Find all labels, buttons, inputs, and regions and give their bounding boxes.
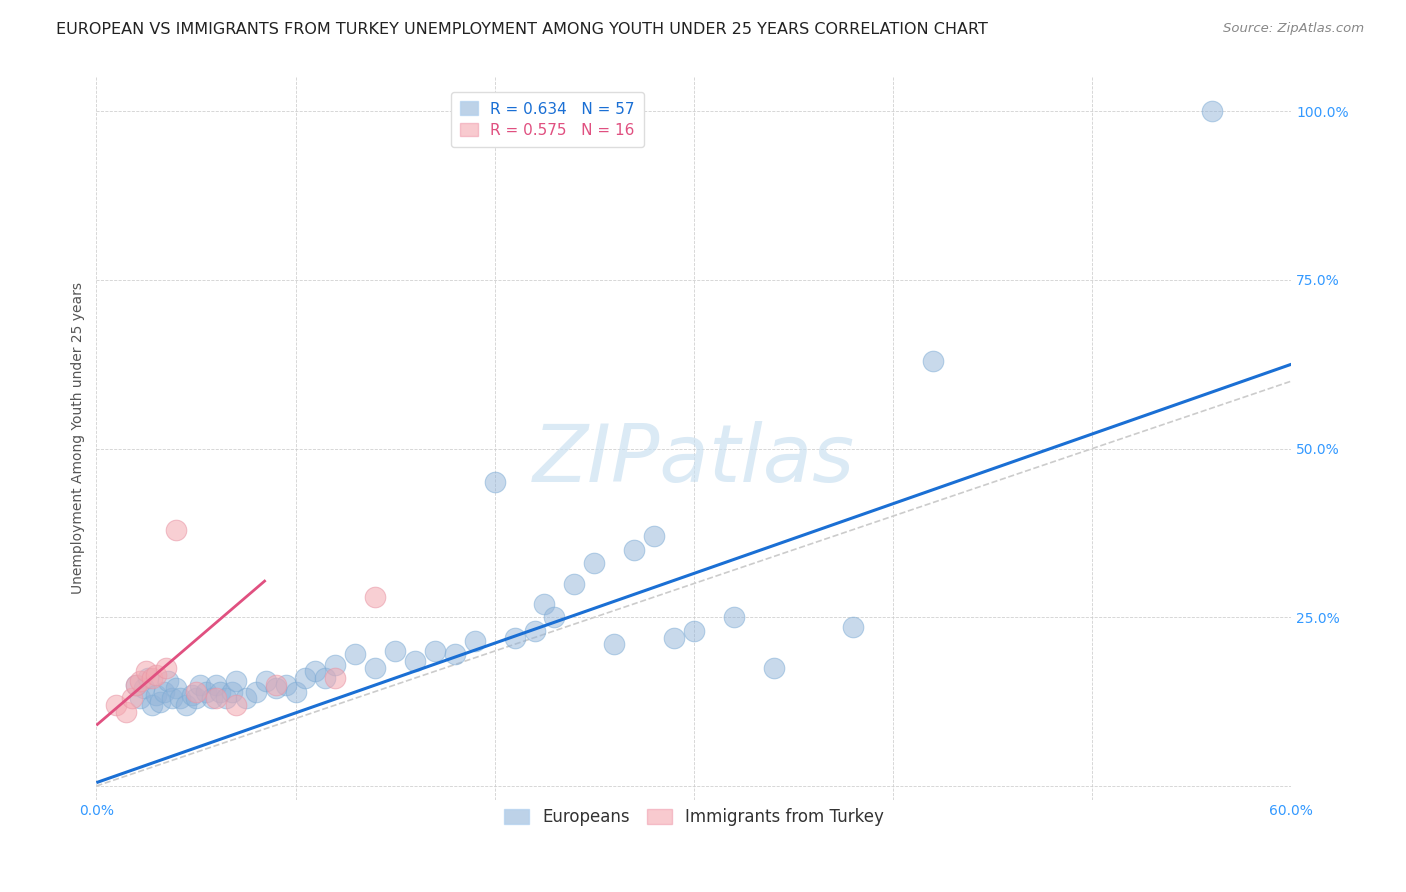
Point	[125, 678, 148, 692]
Point	[643, 529, 665, 543]
Point	[314, 671, 336, 685]
Point	[274, 678, 297, 692]
Point	[165, 681, 187, 695]
Point	[184, 691, 207, 706]
Point	[762, 661, 785, 675]
Point	[384, 644, 406, 658]
Point	[141, 698, 163, 712]
Point	[129, 691, 152, 706]
Point	[723, 610, 745, 624]
Point	[842, 620, 865, 634]
Point	[364, 661, 387, 675]
Point	[682, 624, 704, 638]
Point	[294, 671, 316, 685]
Point	[160, 691, 183, 706]
Point	[129, 674, 152, 689]
Point	[115, 705, 138, 719]
Point	[153, 684, 176, 698]
Point	[135, 665, 157, 679]
Point	[662, 631, 685, 645]
Point	[503, 631, 526, 645]
Point	[155, 661, 177, 675]
Point	[194, 684, 217, 698]
Point	[157, 674, 180, 689]
Point	[174, 698, 197, 712]
Point	[583, 557, 606, 571]
Point	[464, 634, 486, 648]
Point	[921, 354, 943, 368]
Point	[1201, 104, 1223, 119]
Point	[145, 667, 167, 681]
Point	[134, 681, 156, 695]
Point	[484, 475, 506, 490]
Point	[603, 637, 626, 651]
Point	[533, 597, 555, 611]
Point	[344, 648, 367, 662]
Point	[623, 542, 645, 557]
Point	[215, 691, 238, 706]
Point	[205, 678, 228, 692]
Point	[225, 674, 247, 689]
Point	[184, 684, 207, 698]
Point	[225, 698, 247, 712]
Y-axis label: Unemployment Among Youth under 25 years: Unemployment Among Youth under 25 years	[72, 283, 86, 594]
Point	[264, 681, 287, 695]
Point	[201, 691, 224, 706]
Point	[208, 684, 231, 698]
Point	[423, 644, 446, 658]
Point	[325, 657, 347, 672]
Point	[523, 624, 546, 638]
Legend: Europeans, Immigrants from Turkey: Europeans, Immigrants from Turkey	[495, 800, 891, 835]
Point	[543, 610, 565, 624]
Point	[121, 691, 143, 706]
Point	[188, 678, 211, 692]
Point	[136, 671, 159, 685]
Point	[404, 654, 426, 668]
Point	[562, 576, 585, 591]
Point	[254, 674, 277, 689]
Point	[205, 691, 228, 706]
Point	[325, 671, 347, 685]
Text: ZIPatlas: ZIPatlas	[533, 421, 855, 500]
Point	[245, 684, 267, 698]
Point	[284, 684, 307, 698]
Point	[149, 695, 172, 709]
Point	[165, 523, 187, 537]
Point	[364, 590, 387, 604]
Point	[125, 678, 148, 692]
Point	[141, 671, 163, 685]
Point	[444, 648, 467, 662]
Text: EUROPEAN VS IMMIGRANTS FROM TURKEY UNEMPLOYMENT AMONG YOUTH UNDER 25 YEARS CORRE: EUROPEAN VS IMMIGRANTS FROM TURKEY UNEMP…	[56, 22, 988, 37]
Point	[105, 698, 128, 712]
Point	[169, 691, 191, 706]
Point	[145, 688, 167, 702]
Point	[264, 678, 287, 692]
Point	[235, 691, 257, 706]
Point	[304, 665, 326, 679]
Text: Source: ZipAtlas.com: Source: ZipAtlas.com	[1223, 22, 1364, 36]
Point	[221, 684, 243, 698]
Point	[181, 688, 204, 702]
